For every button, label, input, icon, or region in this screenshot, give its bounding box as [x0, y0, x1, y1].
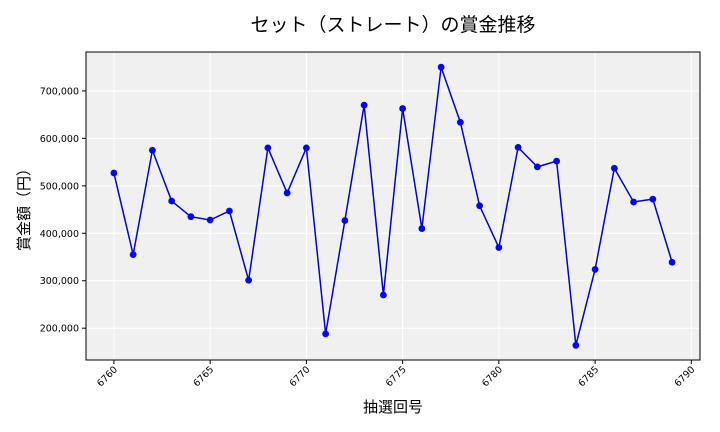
- grid: [86, 52, 700, 360]
- y-tick-label: 200,000: [40, 324, 79, 335]
- data-point: [591, 265, 599, 273]
- x-tick-label: 6785: [576, 364, 601, 389]
- y-tick-label: 400,000: [40, 229, 79, 240]
- y-tick-label: 700,000: [40, 86, 79, 97]
- data-point: [553, 157, 561, 165]
- data-point: [206, 216, 214, 224]
- data-point: [668, 258, 676, 266]
- data-point: [495, 244, 503, 251]
- x-tick-label: 6790: [673, 364, 698, 389]
- data-point: [129, 251, 137, 259]
- data-point: [514, 143, 522, 151]
- series-line: [110, 63, 676, 349]
- x-tick-label: 6765: [191, 364, 216, 389]
- chart-title: セット（ストレート）の賞金推移: [250, 14, 535, 36]
- x-axis-label: 抽選回号: [363, 398, 423, 416]
- data-point: [572, 341, 580, 349]
- data-point: [360, 101, 368, 109]
- data-point: [630, 198, 637, 206]
- plot-frame: [85, 51, 701, 361]
- axis-ticks: 6760 6765 6770 6775 6780 6785 6790 200,000 300,0…: [40, 86, 698, 389]
- data-point: [264, 144, 272, 152]
- y-tick-label: 300,000: [40, 276, 79, 287]
- data-point: [149, 146, 156, 154]
- data-point: [533, 163, 541, 171]
- x-tick-label: 6775: [384, 364, 409, 389]
- x-tick-label: 6770: [288, 364, 313, 389]
- y-tick-label: 600,000: [40, 134, 79, 145]
- data-point: [437, 63, 445, 71]
- data-point: [322, 330, 330, 338]
- y-axis-label: 賞金額（円）: [15, 161, 33, 251]
- y-tick-label: 500,000: [40, 181, 79, 192]
- data-point: [399, 105, 407, 112]
- data-point: [168, 197, 176, 205]
- data-point: [418, 225, 426, 232]
- data-point: [610, 164, 618, 172]
- data-point: [341, 217, 349, 224]
- data-point: [649, 195, 657, 203]
- x-tick-label: 6760: [95, 364, 120, 389]
- x-tick-label: 6780: [480, 364, 505, 389]
- data-point: [110, 169, 118, 177]
- data-point: [302, 144, 310, 152]
- data-point: [456, 118, 464, 126]
- data-point: [225, 207, 233, 215]
- data-point: [379, 291, 387, 299]
- data-point: [283, 189, 291, 197]
- data-point: [476, 202, 484, 210]
- data-point: [187, 213, 195, 221]
- data-point: [245, 276, 253, 284]
